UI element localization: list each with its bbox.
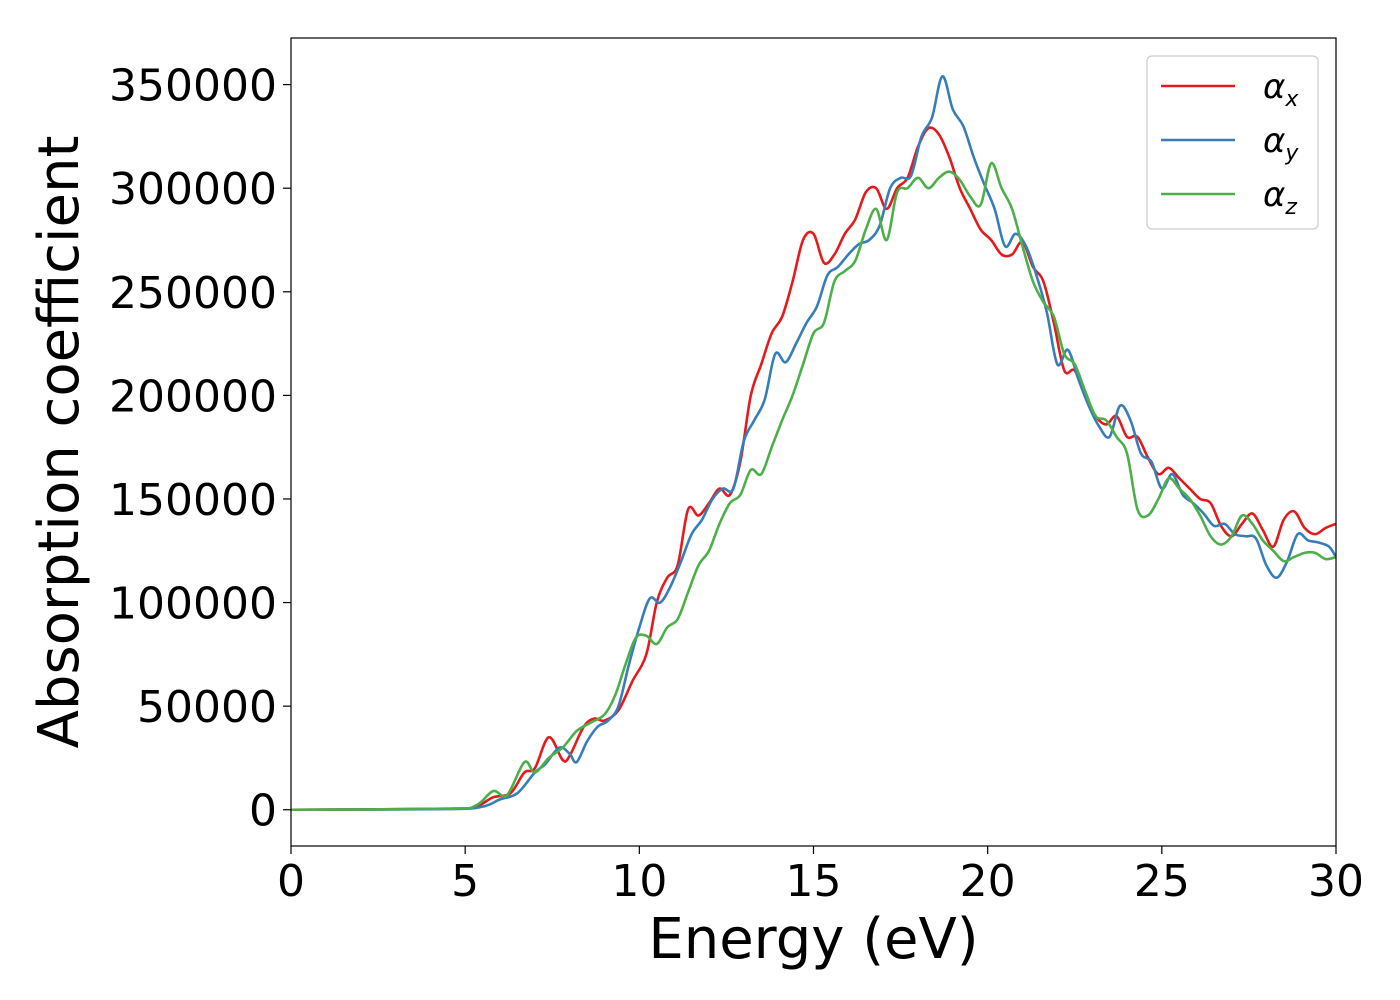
y-tick-label: 100000 — [109, 579, 277, 630]
x-tick-label: 25 — [1134, 856, 1190, 907]
series-line-z — [291, 162, 1336, 812]
legend-items: αx αy αz — [1161, 67, 1299, 220]
x-tick-label: 15 — [786, 856, 842, 907]
series-line-x — [291, 126, 1336, 812]
y-axis-ticks: 0 50000 100000 150000 200000 250000 300000 3500… — [109, 61, 291, 837]
y-tick-label: 200000 — [109, 371, 277, 422]
legend-box — [1146, 55, 1319, 230]
series-layer — [291, 75, 1336, 812]
x-tick-label: 10 — [611, 856, 667, 907]
x-tick-label: 30 — [1308, 856, 1364, 907]
x-tick-label: 20 — [960, 856, 1016, 907]
y-tick-label: 250000 — [109, 268, 277, 319]
x-axis-label: Energy (eV) — [648, 907, 978, 972]
x-tick-label: 0 — [277, 856, 305, 907]
y-tick-label: 300000 — [109, 164, 277, 215]
legend-label-x: αx — [1263, 67, 1299, 112]
legend: αx αy αz — [1146, 55, 1319, 230]
y-tick-label: 0 — [249, 786, 277, 837]
y-tick-label: 50000 — [137, 682, 277, 733]
legend-label-y: αy — [1263, 121, 1299, 166]
x-tick-label: 5 — [451, 856, 479, 907]
x-axis-ticks: 0 5 10 15 20 25 30 — [277, 846, 1364, 907]
legend-label-z: αz — [1263, 175, 1297, 220]
y-tick-label: 350000 — [109, 61, 277, 112]
y-tick-label: 150000 — [109, 475, 277, 526]
y-axis-label: Absorption coefficient — [27, 136, 92, 749]
